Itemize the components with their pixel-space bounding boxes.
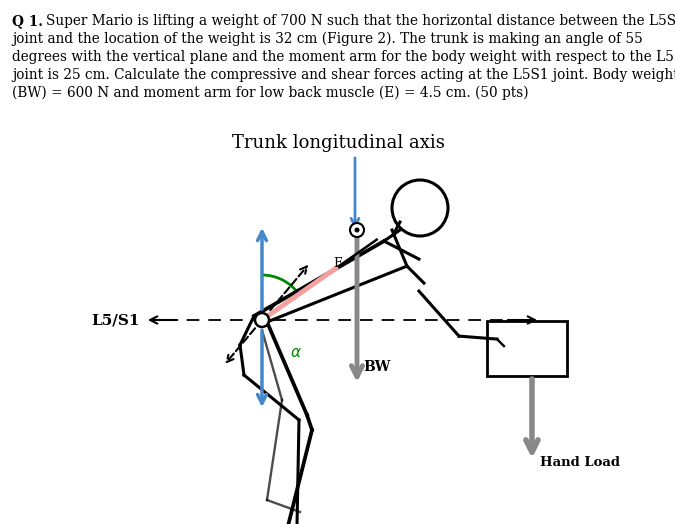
Text: Hand Load: Hand Load (540, 456, 620, 469)
Text: E: E (333, 257, 343, 270)
Circle shape (350, 223, 364, 237)
Text: Q 1.: Q 1. (12, 14, 43, 28)
Text: BW: BW (363, 360, 390, 374)
Circle shape (354, 227, 360, 233)
Text: Super Mario is lifting a weight of 700 N such that the horizontal distance betwe: Super Mario is lifting a weight of 700 N… (46, 14, 675, 28)
Text: Trunk longitudinal axis: Trunk longitudinal axis (232, 134, 444, 152)
Circle shape (255, 313, 269, 327)
Text: joint is 25 cm. Calculate the compressive and shear forces acting at the L5S1 jo: joint is 25 cm. Calculate the compressiv… (12, 68, 675, 82)
Text: L5/S1: L5/S1 (92, 313, 140, 327)
Bar (487, 321, 567, 376)
Text: joint and the location of the weight is 32 cm (Figure 2). The trunk is making an: joint and the location of the weight is … (12, 32, 643, 47)
Text: degrees with the vertical plane and the moment arm for the body weight with resp: degrees with the vertical plane and the … (12, 50, 675, 64)
Text: (BW) = 600 N and moment arm for low back muscle (E) = 4.5 cm. (50 pts): (BW) = 600 N and moment arm for low back… (12, 86, 529, 101)
Text: $\alpha$: $\alpha$ (290, 345, 302, 360)
